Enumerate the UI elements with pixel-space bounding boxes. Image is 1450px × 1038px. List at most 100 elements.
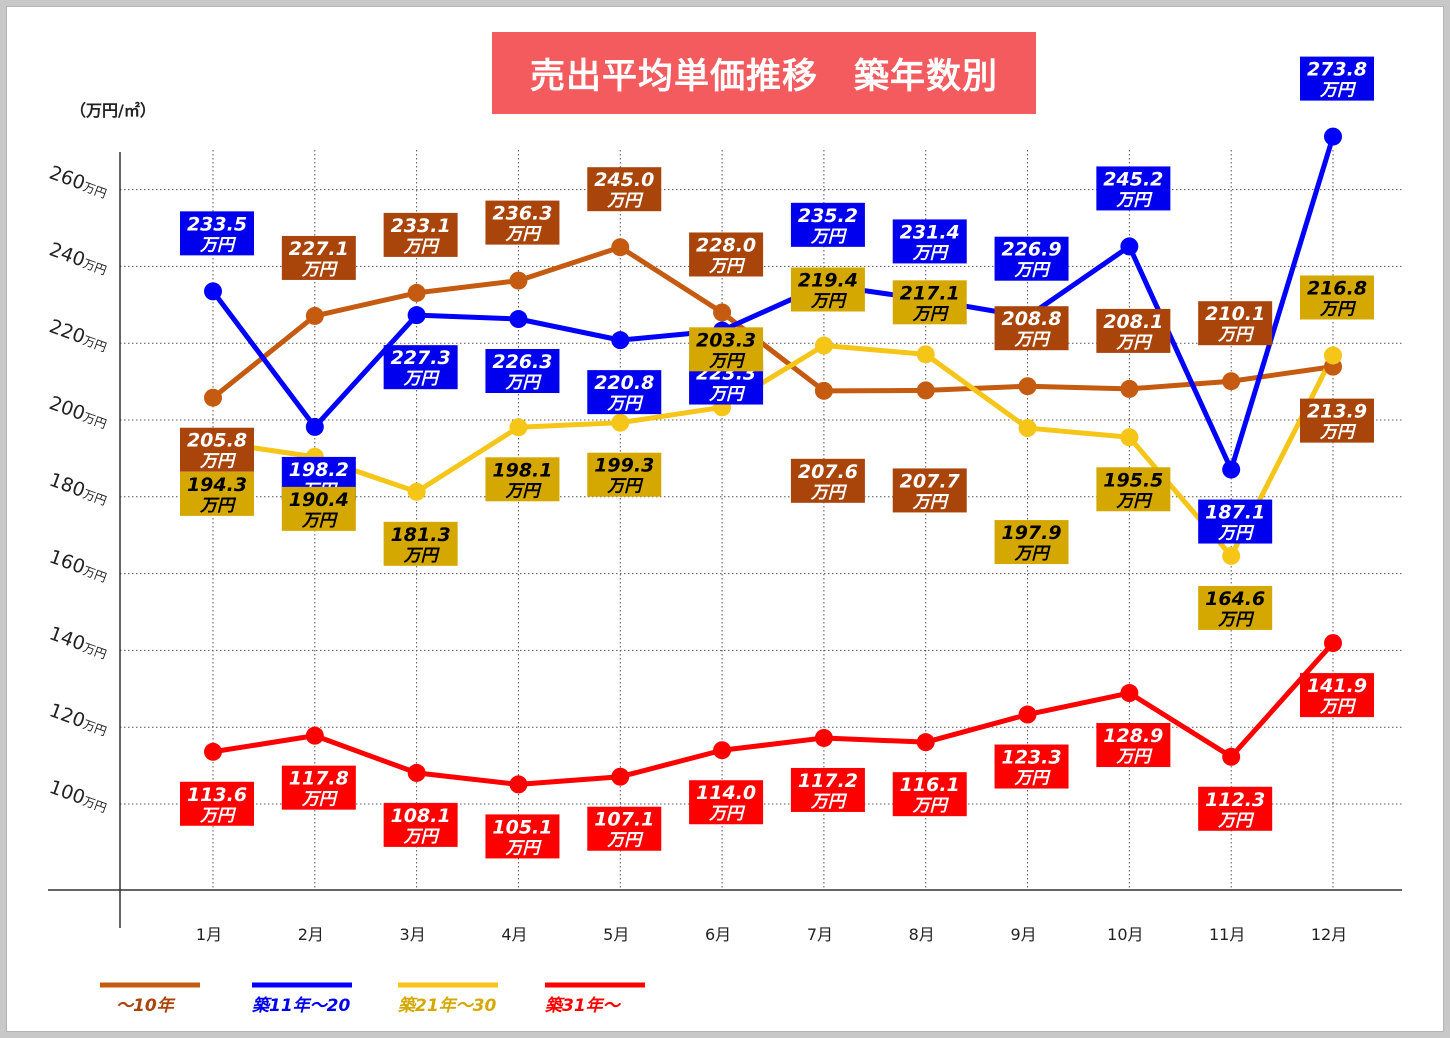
- data-label: 198.1万円: [485, 457, 560, 502]
- data-label-value: 194.3: [187, 474, 247, 496]
- series-line: [212, 641, 1335, 787]
- legend: 〜10年 築11年〜20 築21年〜30 築31年〜: [100, 982, 645, 1016]
- data-point: [814, 336, 833, 355]
- data-label-unit: 万円: [708, 256, 746, 276]
- data-label-unit: 万円: [504, 838, 542, 858]
- data-label-box: [892, 772, 967, 817]
- data-label-box: [1198, 786, 1273, 831]
- data-label: 107.1万円: [587, 806, 662, 851]
- data-label-unit: 万円: [1319, 81, 1357, 101]
- data-label-unit: 万円: [606, 477, 644, 497]
- data-label-box: [790, 202, 865, 247]
- data-point: [611, 238, 630, 257]
- data-label-box: [587, 370, 662, 415]
- data-label-box: [383, 345, 458, 390]
- data-label: 197.9万円: [994, 520, 1069, 565]
- data-label-unit: 万円: [301, 790, 339, 810]
- data-label-value: 117.8: [289, 768, 349, 790]
- data-label-box: [994, 744, 1069, 789]
- data-label-unit: 万円: [1319, 299, 1357, 319]
- data-label-value: 195.5: [1103, 469, 1163, 491]
- data-label-unit: 万円: [606, 394, 644, 414]
- data-label: 213.9万円: [1300, 398, 1374, 443]
- data-point: [509, 418, 528, 437]
- data-label-unit: 万円: [504, 225, 542, 245]
- data-label-box: [994, 236, 1069, 281]
- data-label-value: 187.1: [1205, 502, 1265, 524]
- data-label-box: [790, 767, 865, 812]
- data-label-box: [790, 267, 865, 312]
- data-label: 117.8万円: [281, 765, 356, 810]
- series-line: [211, 135, 1336, 473]
- data-label-unit: 万円: [1115, 747, 1153, 767]
- data-point: [305, 306, 324, 325]
- x-tick-label: 3月: [400, 925, 426, 944]
- data-label-value: 245.0: [594, 169, 654, 191]
- data-label-value: 226.3: [492, 351, 552, 373]
- data-point: [1018, 419, 1037, 438]
- data-label-box: [689, 327, 764, 372]
- data-label-box: [587, 452, 662, 497]
- data-label-unit: 万円: [912, 304, 950, 324]
- data-label-unit: 万円: [403, 827, 441, 847]
- data-label-unit: 万円: [199, 235, 237, 255]
- data-label-unit: 万円: [912, 492, 950, 512]
- data-label-value: 213.9: [1307, 401, 1367, 423]
- data-label-box: [180, 471, 254, 516]
- data-label: 228.0万円: [689, 232, 764, 276]
- y-tick-label: 220万円: [46, 315, 110, 356]
- data-label-unit: 万円: [403, 237, 441, 257]
- data-label-value: 199.3: [594, 455, 654, 477]
- data-label-value: 216.8: [1307, 277, 1367, 299]
- data-label: 199.3万円: [587, 452, 662, 497]
- data-label-unit: 万円: [810, 292, 848, 312]
- y-tick-label: 180万円: [46, 469, 110, 510]
- data-label-value: 210.1: [1205, 303, 1265, 325]
- data-label: 205.8万円: [180, 427, 254, 472]
- data-label-value: 226.9: [1001, 239, 1061, 261]
- data-label: 164.6万円: [1198, 585, 1273, 630]
- data-point: [509, 775, 528, 794]
- data-label-box: [383, 212, 458, 257]
- data-point: [204, 388, 222, 407]
- data-label: 220.8万円: [587, 370, 662, 415]
- data-label-value: 233.5: [187, 213, 247, 235]
- data-label-unit: 万円: [810, 483, 848, 503]
- data-label-value: 208.8: [1001, 308, 1061, 330]
- data-label-unit: 万円: [1217, 524, 1255, 544]
- y-tick-label: 260万円: [46, 162, 110, 203]
- data-label-unit: 万円: [1115, 333, 1153, 353]
- data-label-unit: 万円: [301, 511, 339, 531]
- data-label: 105.1万円: [485, 814, 560, 859]
- data-label: 108.1万円: [383, 802, 458, 847]
- data-label-box: [1300, 398, 1374, 443]
- data-label-unit: 万円: [606, 191, 644, 211]
- data-label-box: [1096, 723, 1171, 768]
- data-label-unit: 万円: [199, 496, 237, 516]
- legend-label: 築21年〜30: [398, 996, 496, 1016]
- data-label: 114.0万円: [689, 780, 764, 825]
- data-label-unit: 万円: [810, 227, 848, 247]
- data-label-unit: 万円: [199, 806, 237, 826]
- data-label: 208.1万円: [1096, 308, 1171, 353]
- data-point: [814, 728, 833, 747]
- data-label-box: [485, 349, 560, 394]
- data-labels: 205.8万円227.1万円233.1万円236.3万円245.0万円228.0…: [180, 56, 1374, 859]
- data-label-value: 231.4: [900, 221, 960, 243]
- data-label-value: 219.4: [798, 270, 858, 292]
- data-label-box: [587, 806, 662, 851]
- data-point: [814, 381, 833, 400]
- data-label-value: 141.9: [1307, 675, 1367, 697]
- data-point: [407, 482, 426, 501]
- data-label-box: [485, 200, 560, 245]
- data-label-value: 273.8: [1307, 59, 1367, 81]
- data-point: [713, 303, 732, 322]
- data-point: [407, 306, 426, 325]
- data-label: 141.9万円: [1300, 673, 1374, 718]
- x-tick-label: 8月: [909, 925, 935, 944]
- data-label: 245.2万円: [1096, 166, 1171, 211]
- legend-label: 〜10年: [116, 996, 176, 1016]
- data-label: 217.1万円: [892, 280, 967, 325]
- axes: [48, 152, 1402, 928]
- data-label-box: [281, 765, 356, 810]
